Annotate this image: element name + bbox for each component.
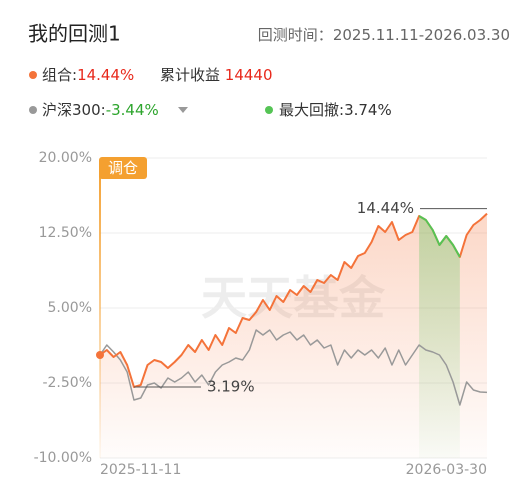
cumulative-label: 累计收益	[160, 66, 220, 84]
x-tick-label: 2026-03-30	[406, 462, 487, 478]
y-tick-label: -10.00%	[34, 450, 92, 466]
annotation: 3.19%	[207, 378, 255, 396]
annotation: 14.44%	[357, 199, 414, 217]
cumulative-value: 14440	[225, 66, 273, 84]
separator: :	[72, 66, 77, 84]
period-label: 回测时间：	[258, 26, 333, 44]
max-drawdown: 最大回撤:3.74%	[279, 101, 392, 119]
legend-entry[interactable]: 组合:14.44%	[42, 66, 134, 84]
title: 我的回测1	[28, 22, 121, 46]
legend-name: 组合	[42, 66, 72, 84]
drawdown-value: 3.74%	[344, 101, 392, 119]
rebalance-line	[99, 160, 101, 458]
dropdown-caret[interactable]	[178, 107, 188, 113]
drawdown-area	[419, 216, 460, 458]
legend-dot	[29, 106, 37, 114]
y-tick-label: 5.00%	[48, 300, 92, 316]
y-tick-label: 12.50%	[39, 225, 92, 241]
legend-dot	[265, 106, 273, 114]
period-value: 2025.11.11-2026.03.30	[333, 26, 510, 44]
start-point	[96, 351, 104, 359]
drawdown-label: 最大回撤	[279, 101, 339, 119]
separator: :	[339, 101, 344, 119]
y-tick-label: -2.50%	[42, 375, 92, 391]
benchmark-line	[99, 329, 488, 406]
cumulative: 累计收益 14440	[160, 66, 273, 84]
y-tick-label: 20.00%	[39, 150, 92, 166]
legend-name: 沪深300	[42, 101, 101, 119]
return-value: -3.44%	[106, 101, 159, 119]
drawdown-line	[418, 215, 461, 258]
legend-dot	[29, 71, 37, 79]
return-value: 14.44%	[77, 66, 134, 84]
x-tick-label: 2025-11-11	[100, 462, 181, 478]
rebalance-label: 调仓	[108, 159, 138, 177]
separator: :	[101, 101, 106, 119]
legend-entry[interactable]: 沪深300:-3.44%	[42, 101, 159, 119]
rebalance-tag	[99, 157, 147, 179]
period: 回测时间：2025.11.11-2026.03.30	[258, 26, 510, 44]
